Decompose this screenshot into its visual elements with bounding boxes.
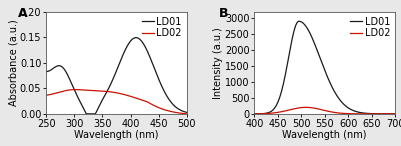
LD01	[364, 112, 369, 114]
LD02	[154, 106, 158, 107]
LD02	[73, 89, 78, 91]
LD02	[309, 107, 314, 109]
LD02	[314, 108, 319, 109]
LD02	[393, 113, 397, 115]
X-axis label: Wavelength (nm): Wavelength (nm)	[282, 130, 367, 140]
LD02	[348, 113, 353, 115]
Text: B: B	[219, 7, 229, 20]
LD02	[304, 106, 308, 108]
Line: LD02: LD02	[254, 107, 395, 114]
Text: A: A	[18, 7, 28, 20]
LD02	[252, 113, 257, 115]
LD01	[266, 112, 271, 113]
LD01	[134, 37, 138, 39]
LD02	[140, 99, 145, 101]
LD01	[348, 109, 353, 110]
X-axis label: Wavelength (nm): Wavelength (nm)	[74, 130, 159, 140]
LD01	[314, 47, 319, 49]
Y-axis label: Intensity (a.u.): Intensity (a.u.)	[213, 27, 223, 99]
Legend: LD01, LD02: LD01, LD02	[348, 15, 392, 40]
LD01	[84, 113, 89, 115]
LD01	[362, 112, 367, 114]
LD01	[393, 113, 397, 115]
LD02	[106, 91, 111, 92]
LD02	[156, 107, 161, 108]
LD01	[58, 65, 63, 67]
LD01	[141, 42, 146, 44]
LD02	[266, 113, 271, 114]
LD02	[101, 90, 105, 92]
LD01	[156, 78, 161, 80]
LD01	[184, 112, 189, 113]
Legend: LD01, LD02: LD01, LD02	[140, 15, 184, 40]
LD02	[364, 113, 369, 115]
LD01	[106, 88, 111, 90]
LD01	[297, 20, 302, 22]
LD02	[362, 113, 367, 115]
Y-axis label: Absorbance (a.u.): Absorbance (a.u.)	[8, 19, 18, 106]
LD02	[184, 113, 189, 115]
Line: LD01: LD01	[46, 38, 187, 114]
LD01	[154, 72, 158, 74]
LD01	[252, 113, 257, 115]
LD02	[58, 91, 63, 93]
Line: LD02: LD02	[46, 90, 187, 114]
LD01	[309, 35, 314, 37]
LD01	[101, 98, 105, 99]
LD02	[44, 94, 49, 96]
LD01	[44, 71, 49, 72]
Line: LD01: LD01	[254, 21, 395, 114]
